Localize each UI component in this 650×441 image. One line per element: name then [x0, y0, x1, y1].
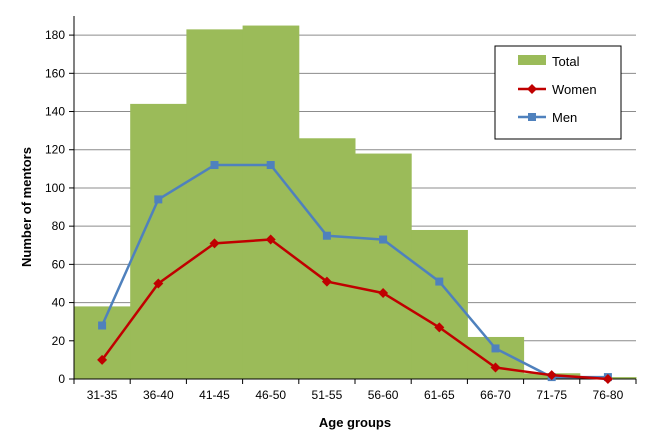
x-tick-label: 71-75 — [536, 388, 567, 402]
data-point — [98, 321, 107, 330]
x-tick-label: 61-65 — [424, 388, 455, 402]
x-tick-label: 76-80 — [593, 388, 624, 402]
data-point — [378, 288, 389, 299]
bar — [242, 25, 300, 379]
y-tick-label: 40 — [52, 296, 66, 310]
y-tick-label: 0 — [58, 372, 65, 386]
x-axis-title: Age groups — [319, 415, 391, 430]
data-point — [491, 344, 500, 353]
series-line — [100, 163, 608, 379]
series-lines — [97, 161, 613, 384]
data-point — [209, 238, 220, 249]
y-tick-label: 100 — [45, 181, 65, 195]
x-tick-label: 41-45 — [199, 388, 230, 402]
legend-marker — [527, 84, 537, 94]
x-tick-labels: 31-35 36-40 41-45 46-50 51-55 56-60 61-65 66-70… — [73, 379, 637, 402]
data-point — [379, 235, 388, 244]
y-tick-labels: 0 20 40 60 80 100 120 140 160 180 — [45, 28, 74, 386]
data-point — [210, 161, 219, 170]
legend-label: Men — [552, 110, 577, 125]
y-tick-label: 120 — [45, 143, 65, 157]
y-tick-label: 180 — [45, 28, 65, 42]
y-tick-label: 80 — [52, 219, 66, 233]
bar — [355, 153, 412, 379]
y-tick-label: 60 — [52, 257, 66, 271]
data-point — [602, 374, 613, 384]
bars — [74, 25, 637, 379]
x-tick-label: 51-55 — [312, 388, 343, 402]
legend-label: Total — [552, 54, 580, 69]
legend-box — [494, 45, 622, 140]
y-axis-title: Number of mentors — [19, 147, 34, 267]
data-point — [265, 234, 276, 245]
legend: Total Women Men — [494, 45, 622, 140]
data-point — [322, 231, 331, 240]
y-tick-label: 160 — [45, 66, 65, 80]
x-tick-label: 31-35 — [87, 388, 118, 402]
data-point — [546, 370, 557, 381]
y-tick-label: 140 — [45, 105, 65, 119]
data-point — [153, 278, 164, 289]
x-tick-label: 56-60 — [368, 388, 399, 402]
bar — [186, 29, 244, 379]
legend-label: Women — [552, 82, 597, 97]
data-point — [97, 354, 108, 365]
data-point — [435, 277, 444, 286]
data-point — [154, 195, 163, 204]
legend-swatch-total — [518, 55, 546, 65]
x-tick-label: 46-50 — [255, 388, 286, 402]
bar — [298, 138, 356, 379]
series-women — [97, 234, 613, 384]
series-line — [101, 238, 608, 381]
y-tick-label: 20 — [52, 334, 66, 348]
data-point — [266, 161, 275, 170]
x-tick-label: 36-40 — [143, 388, 174, 402]
x-tick-label: 66-70 — [480, 388, 511, 402]
data-point — [321, 276, 332, 287]
data-point — [490, 362, 501, 373]
bar — [74, 306, 131, 379]
legend-marker — [528, 113, 536, 121]
data-point — [434, 322, 445, 333]
